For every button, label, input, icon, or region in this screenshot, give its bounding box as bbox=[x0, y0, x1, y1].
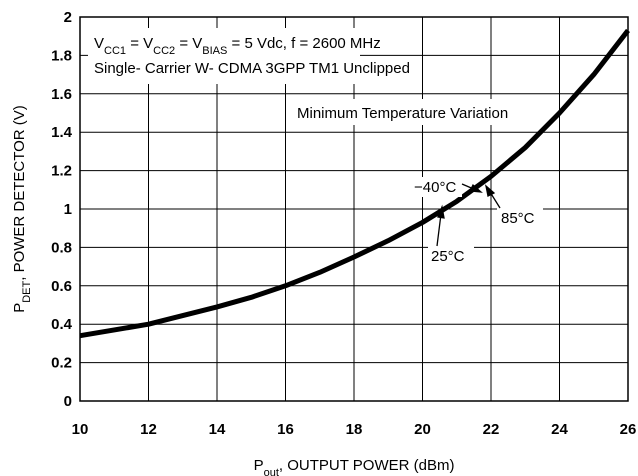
x-tick-label: 18 bbox=[346, 421, 363, 438]
plot-frame bbox=[79, 16, 629, 402]
x-tick-label: 24 bbox=[551, 421, 568, 438]
annotation-label: 25°C bbox=[431, 248, 465, 265]
y-tick-label: 0 bbox=[64, 393, 72, 410]
note-box bbox=[292, 99, 550, 125]
note: Minimum Temperature Variation bbox=[297, 105, 508, 122]
subscript: CC1 bbox=[104, 45, 126, 57]
subscript: DET bbox=[21, 280, 33, 302]
y-tick-label: 0.6 bbox=[51, 278, 72, 295]
y-tick-label: 1 bbox=[64, 201, 72, 218]
subscript: out bbox=[264, 467, 279, 476]
text-part: = 5 Vdc, f = 2600 MHz bbox=[227, 35, 380, 52]
text-part: = V bbox=[126, 35, 153, 52]
text-part: V bbox=[94, 35, 104, 52]
y-tick-label: 1.6 bbox=[51, 86, 72, 103]
y-tick-label: 0.2 bbox=[51, 355, 72, 372]
data-line bbox=[79, 28, 630, 339]
y-tick-label: 1.2 bbox=[51, 163, 72, 180]
y-tick-label: 1.4 bbox=[51, 124, 73, 141]
text-part: , POWER DETECTOR (V) bbox=[11, 105, 28, 281]
x-tick-label: 26 bbox=[620, 421, 637, 438]
y-axis-label: PDET, POWER DETECTOR (V) bbox=[11, 105, 33, 313]
x-tick-label: 16 bbox=[277, 421, 294, 438]
y-tick-label: 1.8 bbox=[51, 47, 72, 64]
label-bg bbox=[428, 246, 474, 266]
conditions: VCC1 = VCC2 = VBIAS = 5 Vdc, f = 2600 MH… bbox=[94, 35, 381, 57]
y-tick-label: 0.4 bbox=[51, 316, 73, 333]
condition-box bbox=[88, 28, 360, 84]
x-tick-label: 10 bbox=[72, 421, 89, 438]
annotation-label: 85°C bbox=[501, 210, 535, 227]
annotation-label: −40°C bbox=[414, 179, 456, 196]
y-tick-label: 0.8 bbox=[51, 239, 72, 256]
text-part: , OUTPUT POWER (dBm) bbox=[279, 457, 455, 474]
label-bg bbox=[410, 177, 462, 197]
text-part: = V bbox=[175, 35, 202, 52]
arrows bbox=[436, 183, 501, 247]
label-bg bbox=[497, 208, 543, 228]
y-tick-label: 2 bbox=[64, 9, 72, 26]
text-part: P bbox=[11, 303, 28, 313]
subscript: BIAS bbox=[202, 45, 227, 57]
x-axis-label: Pout, OUTPUT POWER (dBm) bbox=[254, 457, 455, 476]
signal: Single- Carrier W- CDMA 3GPP TM1 Unclipp… bbox=[94, 60, 410, 77]
text-part: P bbox=[254, 457, 264, 474]
x-tick-label: 12 bbox=[140, 421, 157, 438]
x-tick-label: 20 bbox=[414, 421, 431, 438]
x-tick-label: 14 bbox=[209, 421, 226, 438]
subscript: CC2 bbox=[153, 45, 175, 57]
x-tick-label: 22 bbox=[483, 421, 500, 438]
